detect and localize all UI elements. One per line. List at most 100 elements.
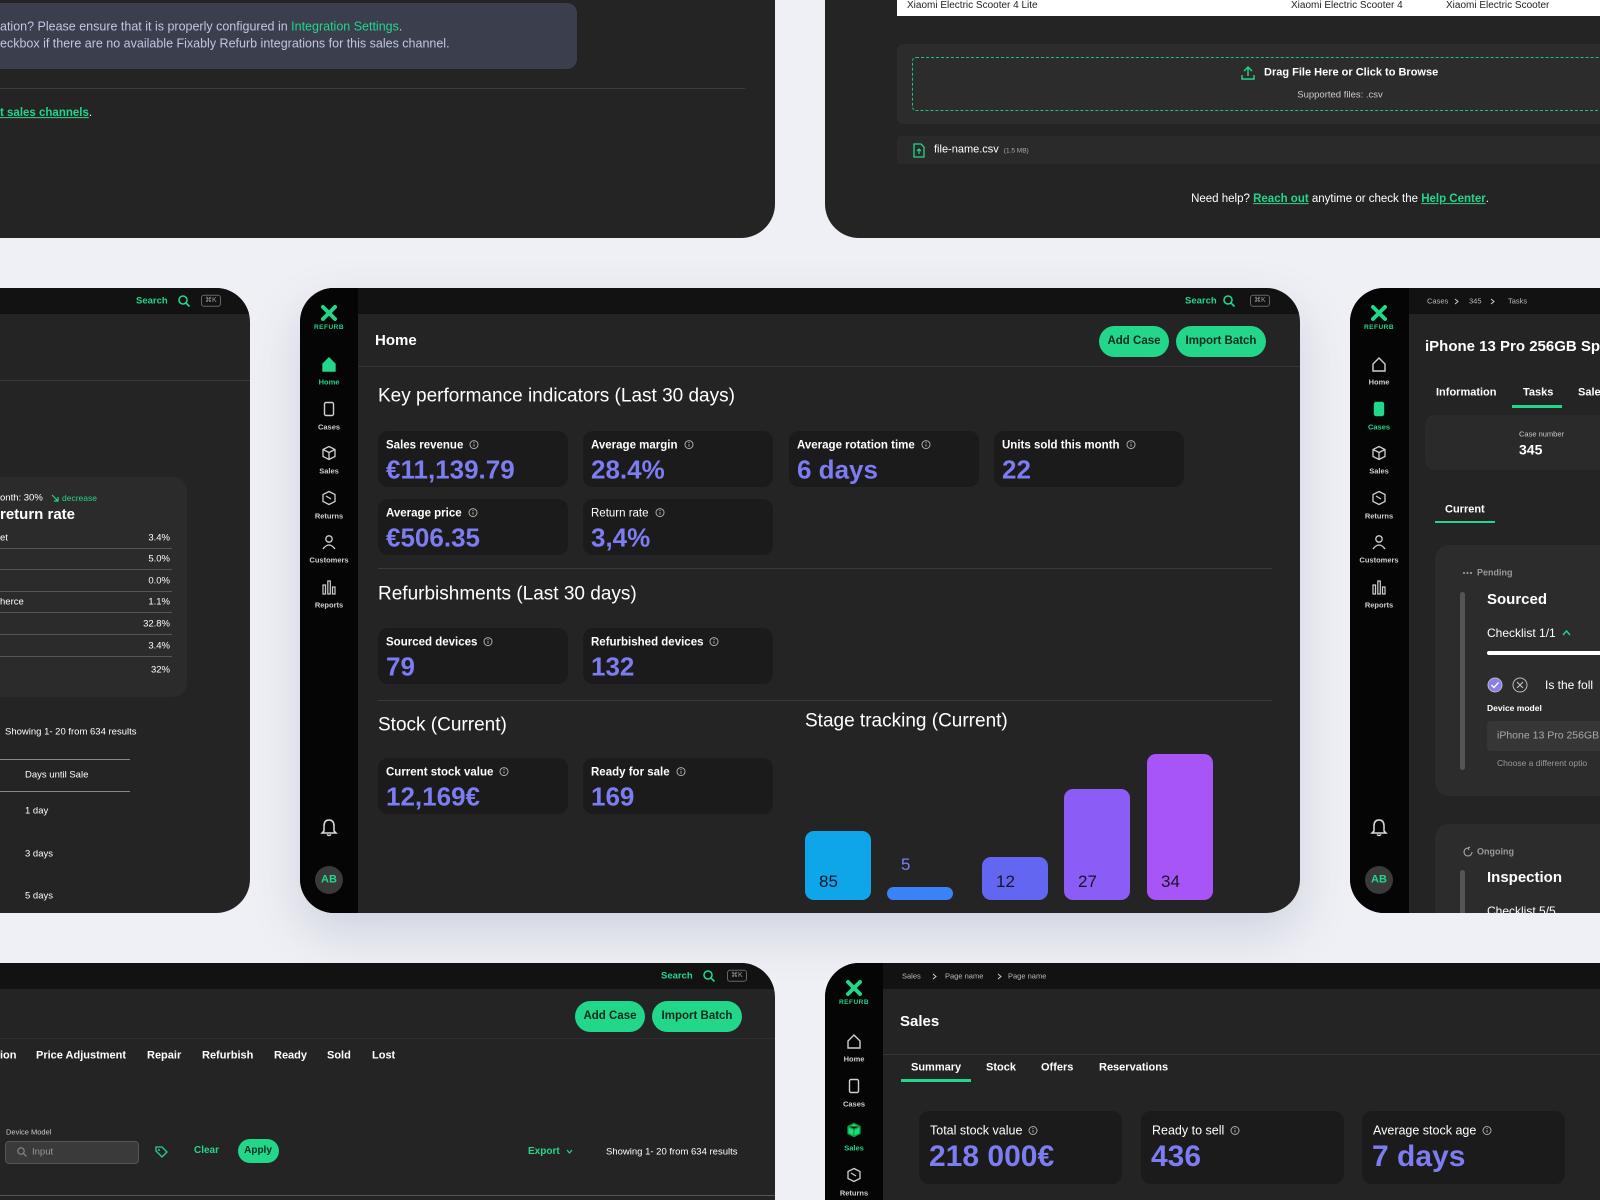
chevron-up: [1562, 629, 1571, 636]
text: ation? Please ensure that it is properly…: [0, 19, 292, 34]
nav-label[interactable]: Home: [318, 377, 340, 387]
tab[interactable]: Sold: [327, 1049, 351, 1062]
help-line: Need help? Reach out anytime or check th…: [1191, 193, 1489, 207]
info-icon: [1482, 1126, 1492, 1135]
check-icon: [1487, 677, 1503, 693]
cases-panel: Search ⌘K Add Case Import Batch ion Price Adj…: [0, 963, 775, 1200]
apply-button[interactable]: [238, 1139, 279, 1163]
notice-link[interactable]: Integration Settings: [291, 19, 399, 34]
stat-value: 218 000€: [929, 1140, 1055, 1173]
timeline-bar: [1460, 592, 1465, 770]
nav-icon: [847, 1167, 861, 1182]
help-link[interactable]: Help Center: [1421, 193, 1486, 206]
logo-mark: [1371, 305, 1387, 321]
breadcrumb-item[interactable]: Sales: [902, 971, 921, 981]
tab[interactable]: Refurbish: [202, 1049, 254, 1062]
tab[interactable]: Information: [1436, 386, 1497, 399]
notice-box: [0, 3, 577, 69]
integration-panel: ation? Please ensure that it is properly…: [0, 0, 775, 238]
nav-label[interactable]: Reports: [314, 600, 344, 609]
nav-label[interactable]: Customers: [1359, 555, 1399, 565]
shortcut-key: ⌘K: [727, 969, 747, 983]
tab[interactable]: Tasks: [1523, 386, 1554, 399]
nav-label[interactable]: Sales: [1369, 466, 1389, 476]
tab[interactable]: Price Adjustment: [36, 1049, 127, 1062]
row-divider: [0, 612, 172, 613]
tab[interactable]: Stock: [986, 1061, 1016, 1074]
action-button[interactable]: [575, 1001, 645, 1032]
breadcrumb-chevron: [997, 973, 1002, 980]
nav-label[interactable]: Sales: [319, 466, 339, 476]
action-label: Import Batch: [661, 1010, 733, 1023]
nav-label[interactable]: Customers: [309, 555, 349, 565]
action-button[interactable]: [1176, 326, 1266, 357]
section-title: Key performance indicators (Last 30 days…: [378, 385, 735, 407]
checklist[interactable]: Checklist 1/1: [1487, 625, 1556, 640]
breadcrumb-item[interactable]: 345: [1469, 296, 1482, 306]
search-label[interactable]: Search: [661, 970, 693, 982]
info-icon: [499, 767, 509, 777]
tab[interactable]: Reservations: [1099, 1061, 1169, 1074]
tab[interactable]: Lost: [372, 1049, 396, 1062]
section-title: Stock (Current): [378, 714, 507, 736]
nav-label[interactable]: Returns: [314, 511, 344, 520]
nav-label[interactable]: Home: [1368, 377, 1390, 387]
drop-target[interactable]: [912, 57, 1600, 111]
sales-panel: REFURB Home Cases Sales Returns Sales Page nam…: [825, 963, 1600, 1200]
current-tab[interactable]: Current: [1445, 503, 1485, 516]
footer-link[interactable]: t sales channels: [0, 107, 89, 120]
breadcrumb-item[interactable]: Tasks: [1508, 296, 1528, 306]
page-title: Sales: [900, 1013, 940, 1030]
breadcrumb-item[interactable]: Cases: [1427, 296, 1449, 306]
stat-card: [919, 1111, 1122, 1184]
info-icon: [468, 508, 478, 518]
kpi-card: [583, 499, 773, 555]
action-label: Add Case: [1107, 335, 1161, 348]
nav-label[interactable]: Sales: [844, 1143, 864, 1153]
tab[interactable]: Sale: [1578, 386, 1600, 399]
nav-label[interactable]: Cases: [842, 1099, 866, 1108]
export-button[interactable]: Export: [528, 1146, 560, 1157]
bell-icon: [1370, 819, 1388, 837]
section-divider: [378, 568, 1272, 569]
nav-label[interactable]: Cases: [317, 422, 341, 431]
kpi-value: 22: [1002, 454, 1031, 485]
nav-icon: [1372, 579, 1386, 595]
action-button[interactable]: [652, 1001, 742, 1032]
clear-button[interactable]: Clear: [194, 1145, 220, 1156]
dots-icon: [1463, 572, 1472, 574]
tab[interactable]: Offers: [1041, 1061, 1074, 1074]
stat-value: 436: [1151, 1140, 1202, 1173]
avatar-initials: AB: [1371, 873, 1387, 886]
filter-input[interactable]: [5, 1141, 139, 1164]
nav-label[interactable]: Returns: [839, 1188, 869, 1197]
nav-label[interactable]: Reports: [1364, 600, 1394, 609]
breadcrumb-item[interactable]: Page name: [1008, 971, 1047, 981]
tab[interactable]: Repair: [147, 1049, 182, 1062]
tab[interactable]: Ready: [274, 1049, 308, 1062]
kpi-card: [583, 628, 773, 684]
help-link[interactable]: Reach out: [1253, 193, 1309, 206]
sidebar: [300, 288, 358, 913]
nav-icon: [848, 1078, 860, 1093]
top-bar: [1409, 288, 1600, 314]
action-button[interactable]: [1099, 326, 1169, 357]
logo-mark: [846, 980, 862, 996]
nav-label[interactable]: Home: [843, 1054, 865, 1064]
top-bar: [0, 288, 250, 314]
nav-icon: [847, 1122, 861, 1138]
tab[interactable]: Summary: [911, 1061, 962, 1074]
tab[interactable]: ion: [0, 1049, 17, 1062]
search-label[interactable]: Search: [1185, 295, 1217, 307]
breadcrumb-item[interactable]: Page name: [945, 971, 984, 981]
nav-label[interactable]: Cases: [1367, 422, 1391, 431]
nav-label[interactable]: Returns: [1364, 511, 1394, 520]
case-panel: REFURB Home Cases Sales Returns Customers Repo…: [1350, 288, 1600, 913]
choose-option[interactable]: Choose a different optio: [1497, 757, 1588, 768]
row-value: 1.1%: [148, 596, 170, 608]
header-border: [0, 380, 250, 381]
search-label[interactable]: Search: [136, 295, 168, 307]
kpi-value: 3,4%: [591, 522, 651, 553]
stat-label: Average stock age: [1373, 1123, 1477, 1138]
nav-icon: [323, 401, 335, 416]
